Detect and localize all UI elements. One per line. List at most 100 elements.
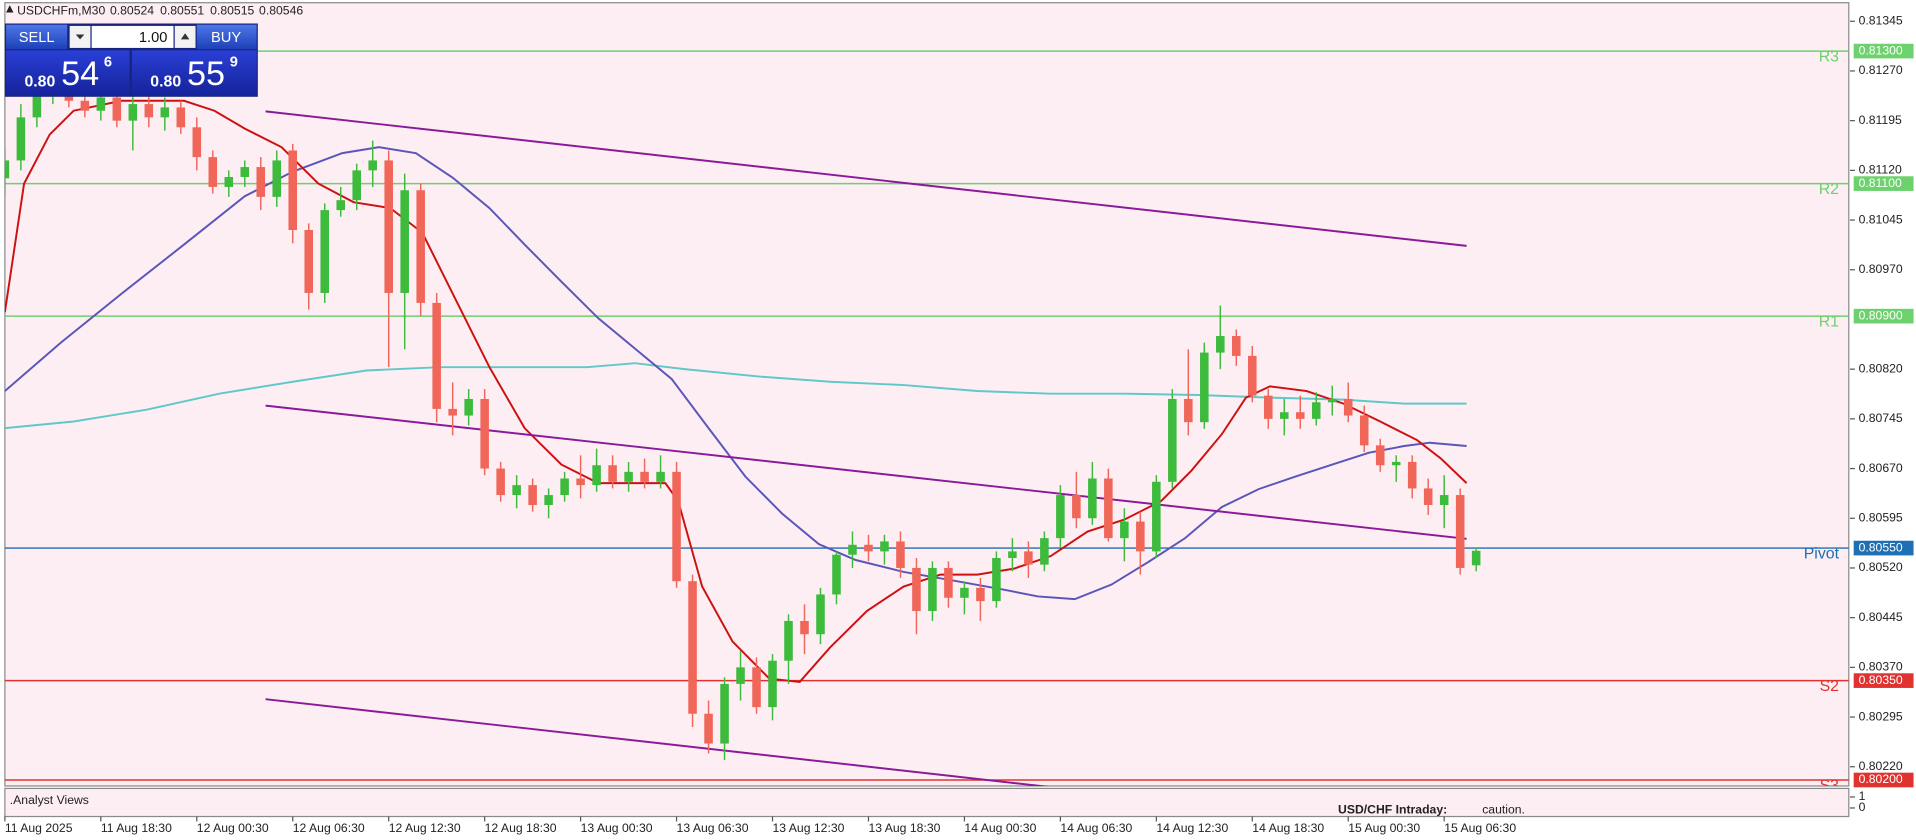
y-tick-label: 0.80595: [1859, 510, 1903, 524]
candle-body: [816, 594, 825, 635]
x-tick-label: 14 Aug 06:30: [1060, 821, 1132, 835]
overlay-line: [4, 146, 1467, 601]
candle-body: [80, 100, 90, 111]
level-tag: [1853, 176, 1914, 191]
sell-button[interactable]: [6, 24, 68, 50]
y-tick-label: 0.81195: [1859, 113, 1902, 127]
ask-box[interactable]: [131, 50, 257, 96]
level-tag-label: 0.80900: [1859, 308, 1903, 322]
level-tag-label: 0.81100: [1859, 176, 1902, 190]
lot-input[interactable]: [91, 25, 174, 48]
candle-body: [832, 554, 841, 595]
candle-body: [1455, 495, 1465, 568]
candle-body: [768, 660, 777, 708]
candle-body: [992, 558, 1001, 602]
candle-body: [640, 471, 649, 482]
level-tag: [1853, 43, 1914, 59]
candle-body: [896, 541, 905, 568]
overlay-line: [265, 404, 1467, 540]
analyst-text: USD/CHF Intraday:: [1338, 803, 1447, 817]
x-tick-label: 13 Aug 12:30: [773, 821, 845, 835]
ohlc-open: 0.80524: [110, 3, 154, 17]
sub-y-tick-label: 0: [1859, 800, 1866, 814]
y-tick-label: 0.80445: [1859, 610, 1903, 624]
candle-body: [1327, 398, 1337, 403]
candle-body: [1008, 551, 1017, 559]
candle-body: [704, 713, 713, 744]
candle-body: [784, 620, 793, 661]
candle-body: [224, 176, 234, 187]
ohlc-close: 0.80546: [259, 3, 303, 17]
candle-body: [272, 160, 282, 197]
overlay-line: [4, 99, 1468, 683]
candle-body: [176, 107, 186, 128]
candle-body: [1407, 461, 1417, 489]
candle-body: [448, 408, 457, 416]
candle-body: [240, 167, 250, 177]
x-tick-label: 13 Aug 18:30: [868, 821, 940, 835]
candle-body: [576, 478, 585, 486]
x-tick-label: 13 Aug 00:30: [581, 821, 653, 835]
bid-main: 54: [61, 55, 99, 93]
level-name: Pivot: [1804, 545, 1840, 562]
x-tick-label: 11 Aug 18:30: [101, 821, 172, 835]
candle-body: [256, 167, 266, 197]
candle-body: [1295, 412, 1305, 419]
level-name: R2: [1819, 181, 1839, 198]
candle-body: [304, 229, 314, 293]
x-tick-label: 15 Aug 06:30: [1444, 821, 1516, 835]
ohlc-low: 0.80515: [210, 3, 254, 17]
collapse-icon[interactable]: [6, 5, 14, 13]
candle-body: [592, 465, 601, 486]
candle-body: [608, 465, 617, 482]
candle-body: [336, 200, 346, 211]
overlay-line: [265, 110, 1467, 247]
candle-body: [864, 544, 873, 552]
candle-body: [416, 190, 425, 303]
candle-body: [560, 478, 569, 496]
candle-body: [1024, 551, 1033, 565]
candle-body: [384, 160, 393, 293]
candle-body: [624, 471, 633, 482]
candle-body: [1391, 461, 1401, 466]
down-arrow: [75, 34, 85, 40]
candle-body: [1072, 495, 1081, 519]
bid-box[interactable]: [6, 50, 130, 96]
candle-body: [1423, 488, 1433, 506]
candle-body: [1471, 550, 1481, 566]
buy-label: BUY: [211, 30, 241, 46]
level-name: S2: [1820, 678, 1840, 695]
candle-body: [1263, 395, 1273, 419]
candle-body: [1439, 495, 1449, 506]
candle-body: [1184, 398, 1193, 423]
candle-body: [96, 97, 106, 111]
x-tick-label: 14 Aug 00:30: [964, 821, 1036, 835]
level-name: R1: [1819, 313, 1839, 330]
buy-button[interactable]: [196, 24, 257, 50]
y-tick-label: 0.81270: [1859, 63, 1903, 77]
x-tick-label: 12 Aug 18:30: [485, 821, 557, 835]
y-tick-label: 0.80295: [1859, 709, 1903, 723]
candle-body: [192, 127, 202, 158]
overlay-line: [265, 698, 1050, 786]
candle-body: [944, 567, 953, 598]
candle-body: [464, 398, 473, 416]
candle-body: [368, 160, 377, 171]
candle-body: [672, 471, 681, 582]
y-tick-label: 0.80370: [1859, 660, 1903, 674]
x-tick-label: 12 Aug 00:30: [197, 821, 269, 835]
candle-body: [128, 104, 138, 121]
candle-body: [1232, 336, 1241, 356]
level-tag-label: 0.80200: [1859, 772, 1903, 786]
bid-pip: 6: [104, 54, 112, 70]
x-tick-label: 14 Aug 12:30: [1156, 821, 1228, 835]
candle-body: [912, 567, 921, 612]
candle-body: [928, 567, 937, 612]
candle-body: [400, 190, 409, 293]
candle-body: [1136, 521, 1145, 552]
candle-body: [4, 160, 10, 179]
ask-big: 0.80: [150, 73, 181, 90]
candle-body: [480, 398, 489, 469]
y-tick-label: 0.80670: [1859, 461, 1903, 475]
